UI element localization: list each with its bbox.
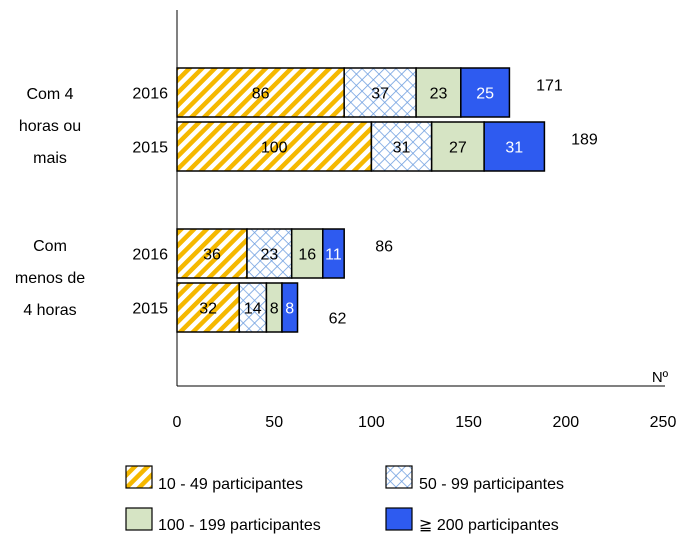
legend-label: 10 - 49 participantes — [158, 476, 303, 493]
segment-value-label: 31 — [393, 140, 411, 157]
bar-total-label: 62 — [329, 311, 347, 328]
legend-swatch — [125, 465, 153, 489]
bar-segment — [281, 282, 299, 333]
segment-value-label: 14 — [244, 301, 262, 318]
bar-segment — [246, 228, 293, 279]
segment-value-label: 31 — [505, 140, 523, 157]
bar-year-label: 2015 — [132, 301, 168, 318]
legend-swatch — [385, 507, 413, 531]
x-axis-unit-label: Nº — [652, 369, 669, 386]
legend-label: 50 - 99 participantes — [419, 476, 564, 493]
legend-label: ≧ 200 participantes — [419, 517, 559, 534]
group-label: mais — [33, 150, 67, 167]
group-label: Com 4 — [26, 86, 73, 103]
x-tick-label: 250 — [650, 414, 677, 431]
bar-segment — [460, 67, 511, 118]
legend-swatch — [385, 465, 413, 489]
bar-segment — [238, 282, 268, 333]
bar-segment — [370, 121, 433, 172]
segment-value-label: 100 — [261, 140, 288, 157]
legend: 10 - 49 participantes 50 - 99 participant… — [125, 465, 564, 534]
segment-value-label: 25 — [476, 86, 494, 103]
legend-label: 100 - 199 participantes — [158, 517, 321, 534]
segment-value-label: 27 — [449, 140, 467, 157]
bar-segment — [430, 121, 485, 172]
x-tick-label: 0 — [173, 414, 182, 431]
bar-total-label: 171 — [536, 78, 563, 95]
segment-value-label: 11 — [325, 247, 342, 264]
segment-value-label: 16 — [298, 247, 316, 264]
segment-value-label: 23 — [430, 86, 448, 103]
group-label: menos de — [15, 270, 85, 287]
bar-year-label: 2016 — [132, 247, 168, 264]
x-tick-label: 200 — [552, 414, 579, 431]
group-label: 4 horas — [23, 302, 76, 319]
segment-value-label: 23 — [260, 247, 278, 264]
bar-total-label: 86 — [375, 239, 393, 256]
bar-segment — [176, 228, 248, 279]
bar-total-label: 189 — [571, 132, 598, 149]
segment-value-label: 36 — [203, 247, 221, 264]
segment-value-label: 8 — [270, 301, 279, 318]
x-tick-label: 100 — [358, 414, 385, 431]
bar-segment — [343, 67, 417, 118]
bar-segment — [290, 228, 324, 279]
legend-swatch — [125, 507, 153, 531]
group-label: Com — [33, 238, 67, 255]
bar-segment — [483, 121, 546, 172]
x-tick-label: 50 — [265, 414, 283, 431]
group-label: horas ou — [19, 118, 81, 135]
bar-segment — [322, 228, 345, 279]
segment-value-label: 8 — [285, 301, 294, 318]
bar-year-label: 2015 — [132, 140, 168, 157]
bar-segment — [415, 67, 462, 118]
x-tick-label: 150 — [455, 414, 482, 431]
bar-year-label: 2016 — [132, 86, 168, 103]
segment-value-label: 32 — [199, 301, 217, 318]
segment-value-label: 86 — [252, 86, 270, 103]
bar-segment — [176, 67, 345, 118]
segment-value-label: 37 — [371, 86, 389, 103]
